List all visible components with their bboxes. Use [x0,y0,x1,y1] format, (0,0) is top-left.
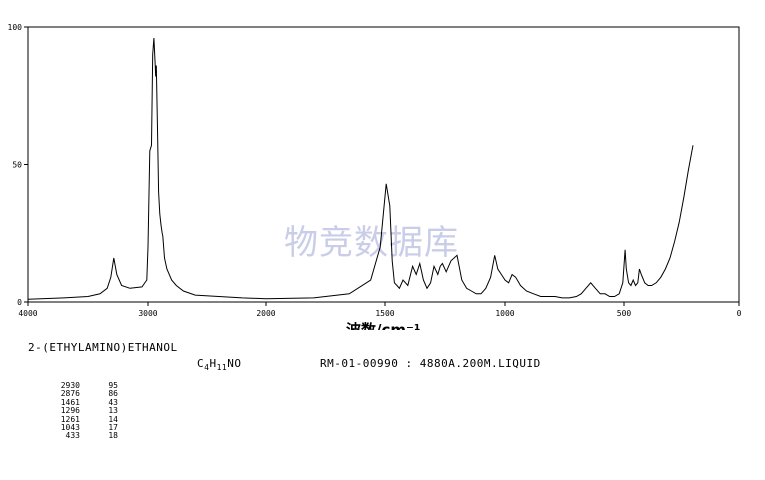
peak-row: 433 18 [28,431,118,441]
y-tick-label: 0 [17,298,22,307]
ir-spectrum-chart: 物竞数据库 4000 3000 2000 1500 1000 500 0 0 50 100 波数/… [8,23,742,330]
peak-row: 1296 13 [28,406,118,416]
x-tick-label: 1000 [495,309,514,318]
peak-intensity: 86 [108,389,118,399]
peak-intensity: 43 [108,397,118,407]
peak-wavenumber: 2876 [60,389,80,399]
x-tick-label: 500 [617,309,632,318]
catalog-info: RM-01-00990 : 4880A.200M.LIQUID [320,357,541,370]
peak-row: 1261 14 [28,414,118,424]
peak-table: 2930 95 2876 86 1461 43 1296 13 1261 14 1043 17 433 1… [28,381,118,441]
y-tick-label: 50 [12,161,22,170]
formula-c: C [197,357,205,370]
peak-row: 2876 86 [28,389,118,399]
x-axis-label: 波数/cm⁻¹ [346,321,421,330]
peak-wavenumber: 2930 [60,381,80,390]
tick-group: 4000 3000 2000 1500 1000 500 0 0 50 100 [8,23,742,318]
formula-rest: NO [227,357,242,370]
compound-name: 2-(ETHYLAMINO)ETHANOL [28,341,178,354]
peak-wavenumber: 1461 [60,397,80,407]
peak-wavenumber: 433 [65,431,80,441]
molecular-formula: C4H11NO [197,357,241,372]
peak-wavenumber: 1296 [60,406,80,416]
x-tick-label: 1500 [375,309,394,318]
peak-intensity: 18 [108,431,118,441]
x-tick-label: 4000 [18,309,37,318]
peak-intensity: 13 [108,406,118,416]
x-tick-label: 3000 [138,309,157,318]
peak-row: 1043 17 [28,423,118,433]
peak-row: 2930 95 [28,381,118,390]
formula-c-count: 4 [204,363,210,373]
x-tick-label: 0 [737,309,742,318]
peak-intensity: 17 [108,423,118,433]
y-tick-label: 100 [8,23,23,32]
peak-intensity: 95 [108,381,118,390]
formula-h-count: 11 [216,363,228,373]
spectrum-line [27,37,694,300]
watermark: 物竞数据库 [284,223,459,263]
peak-wavenumber: 1261 [60,414,80,424]
peak-wavenumber: 1043 [60,423,80,433]
x-tick-label: 2000 [256,309,275,318]
formula-h: H [209,357,217,370]
peak-row: 1461 43 [28,397,118,407]
peak-intensity: 14 [108,414,118,424]
